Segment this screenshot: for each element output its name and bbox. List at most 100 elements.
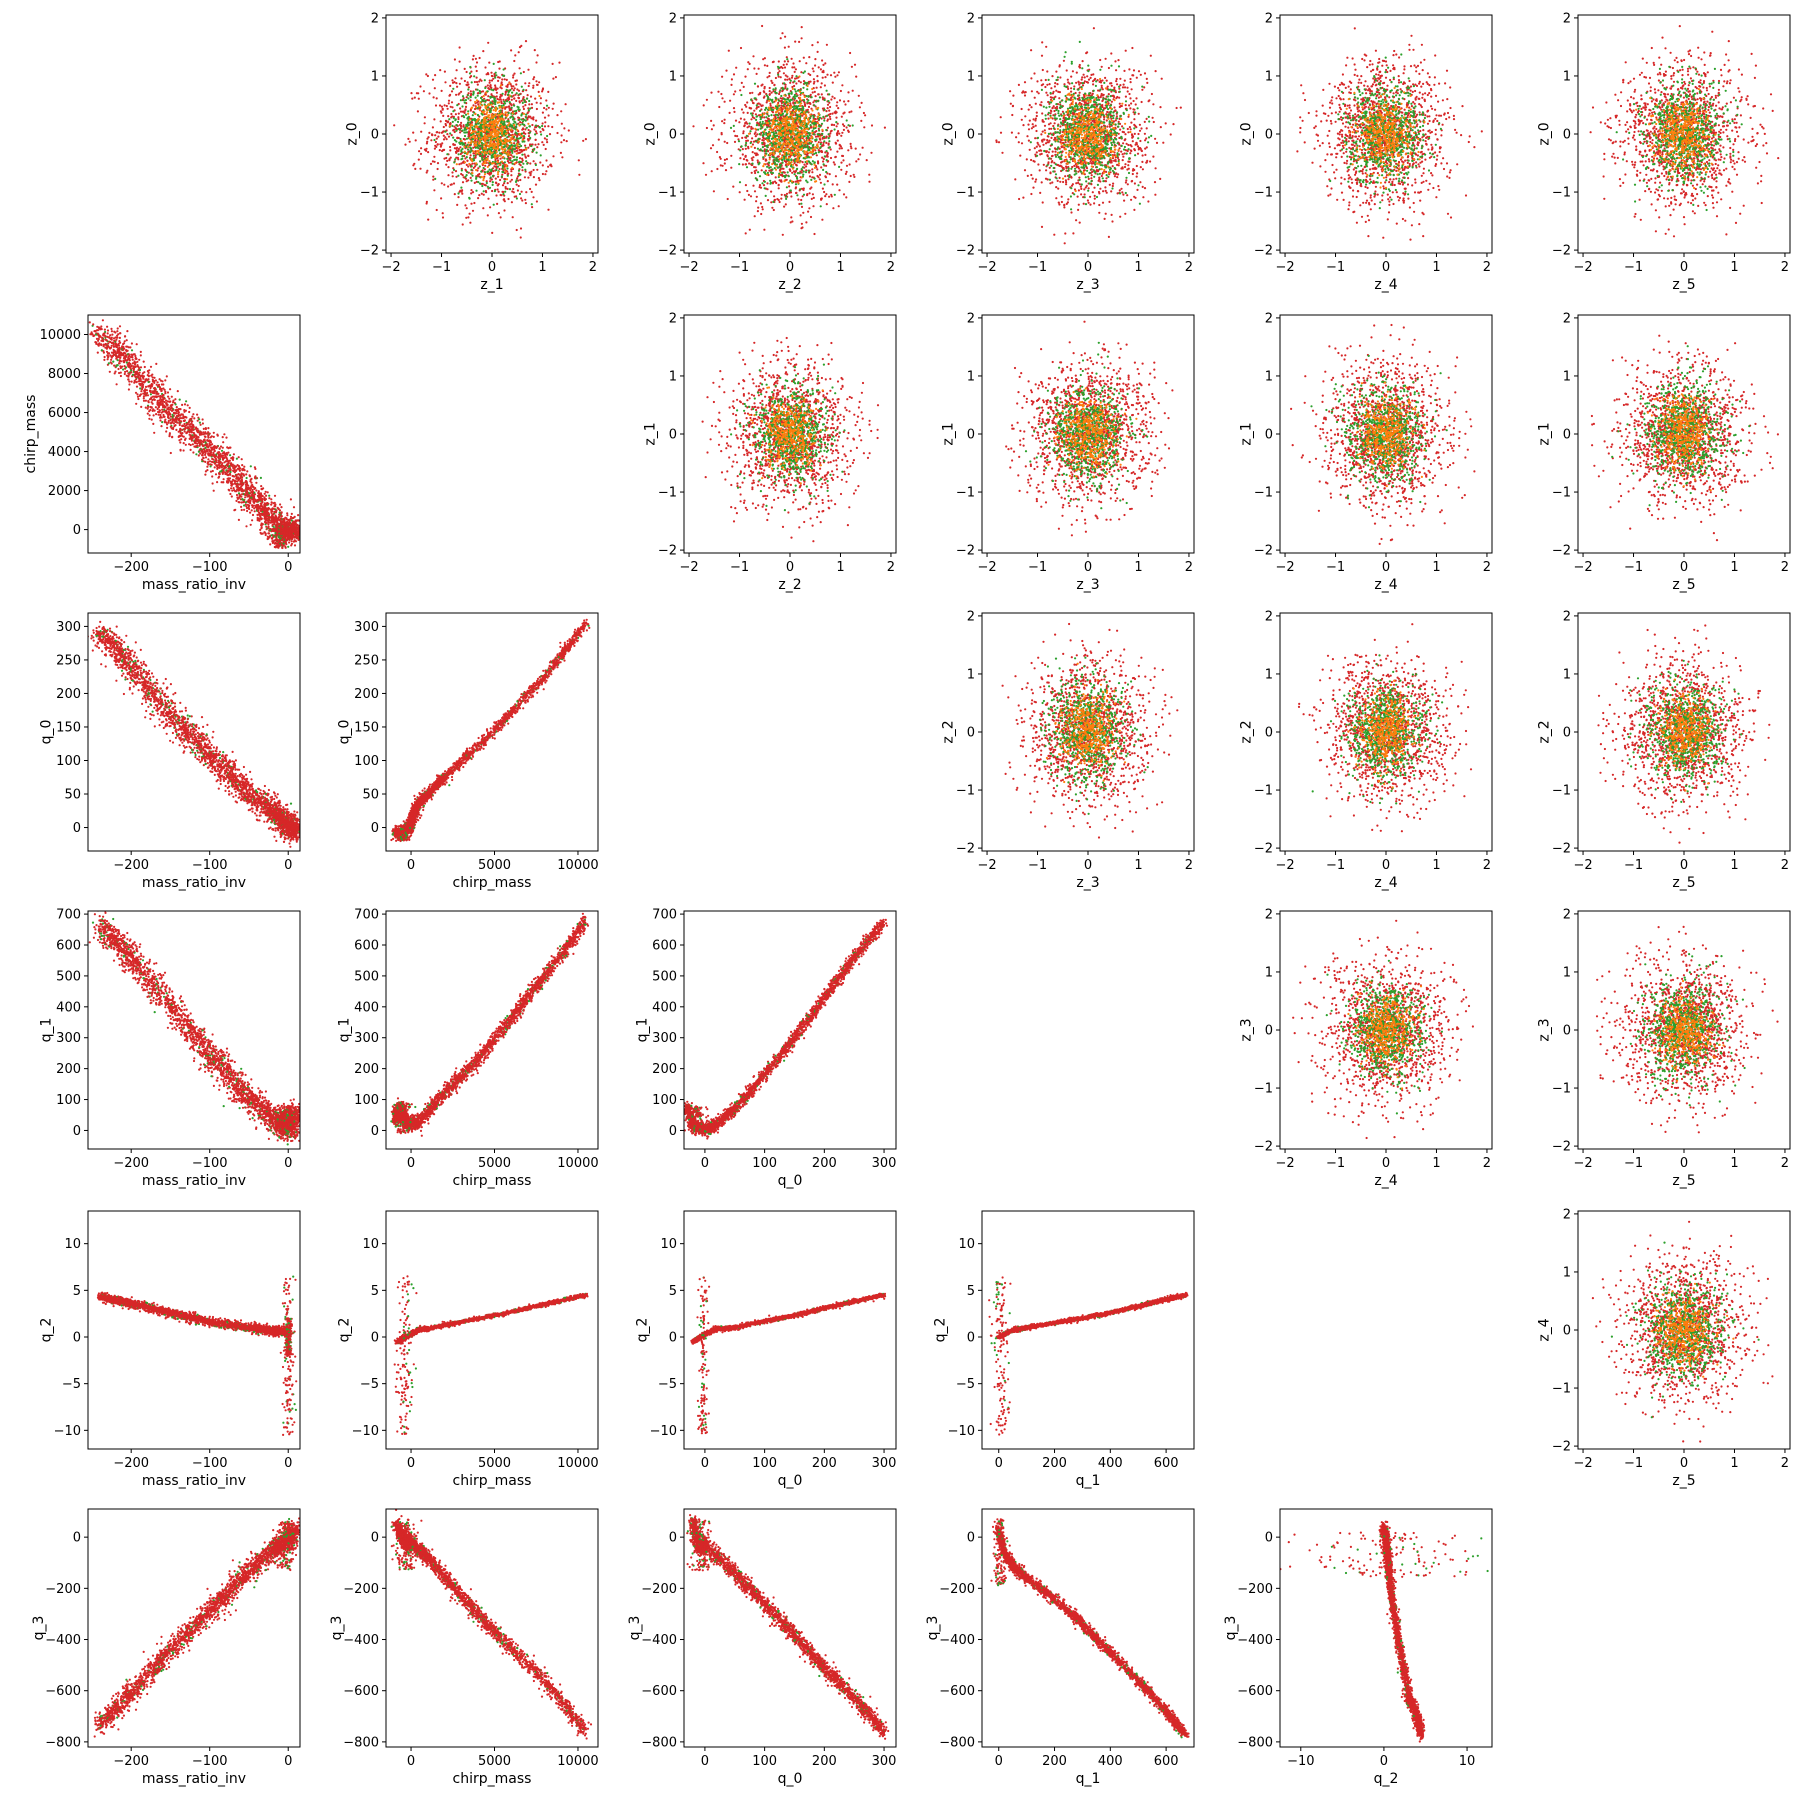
data-point [428, 132, 430, 134]
data-point [762, 58, 764, 60]
data-point [861, 102, 863, 104]
data-point [538, 81, 540, 83]
data-point [478, 105, 480, 107]
data-point [455, 94, 457, 96]
data-point [724, 162, 726, 164]
data-point [777, 74, 779, 76]
data-point [517, 108, 519, 110]
data-point [796, 194, 798, 196]
data-point [805, 134, 807, 136]
data-point [1050, 122, 1052, 124]
data-point [483, 100, 485, 102]
data-point [451, 79, 453, 81]
data-point [795, 164, 797, 166]
data-point [798, 114, 800, 116]
data-point [785, 143, 787, 145]
data-point [815, 101, 817, 103]
x-tick-label: 0 [488, 260, 496, 275]
data-point [797, 119, 799, 121]
data-point [494, 145, 496, 147]
data-point [513, 142, 515, 144]
data-point [761, 150, 763, 152]
data-point [433, 118, 435, 120]
data-point [497, 148, 499, 150]
data-point [734, 90, 736, 92]
data-point [829, 116, 831, 118]
data-point [818, 93, 820, 95]
data-point [493, 204, 495, 206]
data-point [458, 93, 460, 95]
data-point [508, 90, 510, 92]
data-point [476, 89, 478, 91]
data-point [515, 112, 517, 114]
data-point [462, 126, 464, 128]
data-point [807, 85, 809, 87]
data-point [498, 110, 500, 112]
data-point [430, 139, 432, 141]
data-point [758, 68, 760, 70]
data-point [778, 67, 780, 69]
data-point [475, 169, 477, 171]
data-point [470, 203, 472, 205]
data-point [529, 107, 531, 109]
data-point [794, 88, 796, 90]
data-point [524, 145, 526, 147]
data-point [799, 99, 801, 101]
data-point [517, 116, 519, 118]
data-point [794, 41, 796, 43]
data-point [743, 158, 745, 160]
data-point [784, 100, 786, 102]
data-point [451, 134, 453, 136]
data-point [464, 112, 466, 114]
data-point [442, 108, 444, 110]
data-point [749, 92, 751, 94]
data-point [746, 135, 748, 137]
data-point [792, 148, 794, 150]
data-point [541, 125, 543, 127]
data-point [546, 135, 548, 137]
data-point [479, 102, 481, 104]
data-point [516, 184, 518, 186]
data-point [467, 83, 469, 85]
data-point [520, 118, 522, 120]
data-point [535, 120, 537, 122]
points-group [692, 25, 886, 236]
data-point [795, 68, 797, 70]
data-point [415, 139, 417, 141]
data-point [766, 182, 768, 184]
data-point [816, 154, 818, 156]
data-point [855, 160, 857, 162]
data-point [483, 190, 485, 192]
data-point [498, 191, 500, 193]
data-point [837, 107, 839, 109]
data-point [710, 92, 712, 94]
data-point [524, 176, 526, 178]
data-point [798, 80, 800, 82]
data-point [804, 103, 806, 105]
data-point [843, 112, 845, 114]
data-point [514, 148, 516, 150]
data-point [772, 135, 774, 137]
data-point [1114, 175, 1116, 177]
data-point [795, 90, 797, 92]
data-point [475, 97, 477, 99]
data-point [724, 159, 726, 161]
data-point [798, 121, 800, 123]
data-point [442, 216, 444, 218]
data-point [542, 164, 544, 166]
data-point [506, 158, 508, 160]
data-point [434, 178, 436, 180]
data-point [452, 137, 454, 139]
data-point [750, 118, 752, 120]
data-point [740, 47, 742, 49]
data-point [796, 95, 798, 97]
data-point [512, 216, 514, 218]
data-point [852, 124, 854, 126]
data-point [530, 96, 532, 98]
data-point [772, 152, 774, 154]
data-point [791, 153, 793, 155]
data-point [512, 135, 514, 137]
data-point [760, 124, 762, 126]
data-point [788, 93, 790, 95]
